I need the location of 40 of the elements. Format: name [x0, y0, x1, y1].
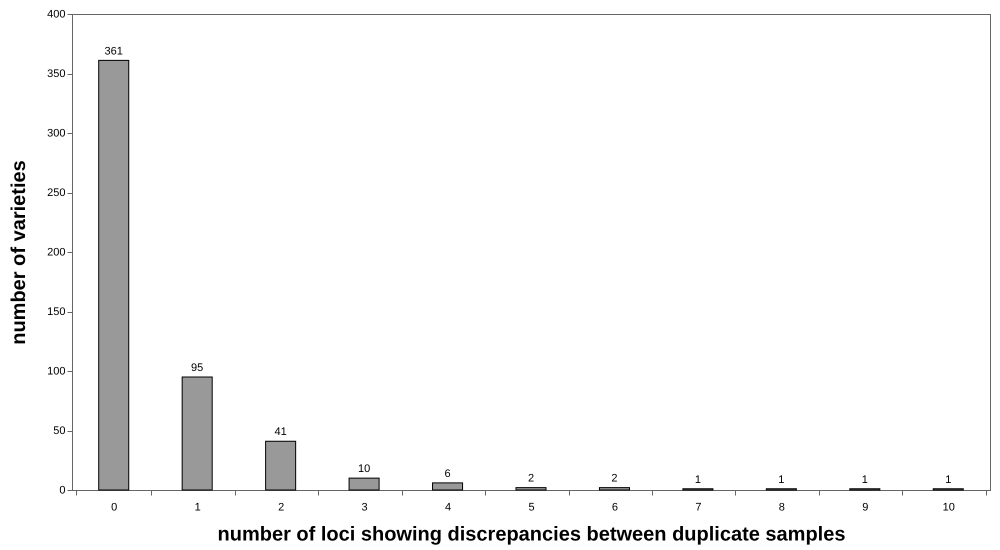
y-tick-label: 350 — [47, 68, 66, 80]
x-tick-label: 8 — [778, 502, 785, 514]
x-axis-title: number of loci showing discrepancies between duplicate samples — [218, 524, 846, 546]
data-label: 1 — [945, 474, 952, 486]
data-label: 1 — [778, 474, 784, 486]
data-label: 2 — [611, 472, 618, 485]
bar — [348, 478, 380, 490]
y-tick-label: 0 — [59, 484, 66, 496]
y-tick-label: 100 — [47, 366, 66, 378]
y-axis-title: number of varieties — [8, 160, 30, 345]
bar — [432, 482, 464, 490]
x-tick-label: 9 — [862, 502, 868, 514]
x-tick-label: 6 — [612, 502, 618, 514]
data-label: 41 — [274, 426, 287, 438]
x-tick-label: 2 — [278, 502, 284, 514]
bar — [182, 376, 213, 490]
y-tick-label: 400 — [47, 8, 66, 20]
x-tick-label: 4 — [444, 502, 452, 514]
data-label: 1 — [862, 474, 868, 486]
x-tick-label: 5 — [528, 502, 535, 514]
data-label: 1 — [694, 474, 701, 486]
x-tick-label: 7 — [695, 502, 702, 514]
data-label: 361 — [104, 45, 123, 58]
data-label: 10 — [358, 463, 370, 476]
x-tick-label: 0 — [111, 502, 118, 514]
bar — [515, 487, 547, 490]
data-label: 95 — [191, 362, 204, 374]
bar — [265, 440, 296, 490]
data-label: 6 — [444, 468, 451, 480]
y-tick-label: 200 — [47, 246, 66, 258]
y-tick-label: 250 — [47, 187, 66, 199]
y-tick-label: 150 — [47, 306, 66, 318]
x-tick-label: 1 — [194, 502, 201, 514]
y-tick-label: 300 — [47, 128, 66, 140]
x-tick-label: 3 — [362, 502, 368, 514]
data-label: 2 — [528, 472, 534, 485]
x-tick-label: 10 — [942, 502, 955, 514]
bar — [98, 60, 130, 490]
bar — [598, 487, 630, 490]
y-tick-label: 50 — [53, 425, 66, 437]
